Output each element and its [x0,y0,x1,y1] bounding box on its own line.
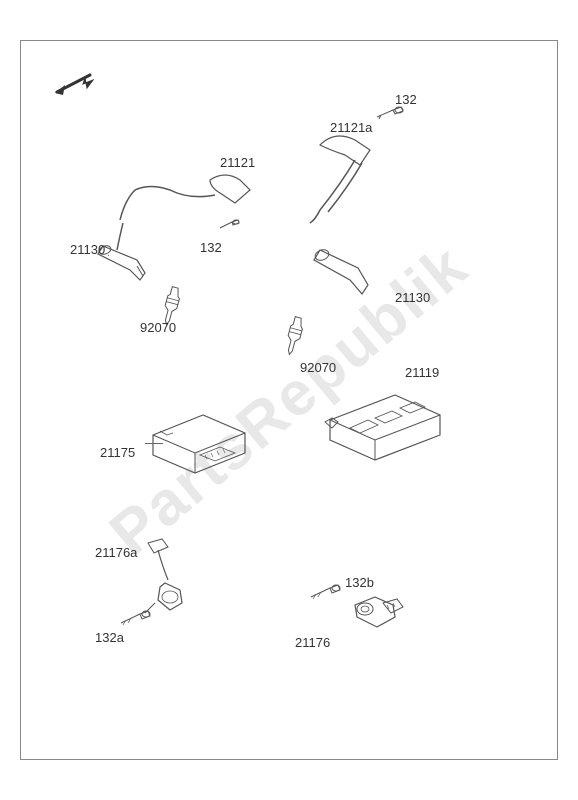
part-label-132a: 132a [95,630,124,645]
part-plug-92070-right [278,315,313,365]
part-sensor-21176 [345,585,410,635]
part-label-92070_2: 92070 [300,360,336,375]
leader-line [108,255,109,256]
part-label-92070: 92070 [140,320,176,335]
part-label-21121a: 21121a [330,120,372,135]
part-label-21176a: 21176a [95,545,137,560]
part-label-21121: 21121 [220,155,255,170]
part-cap-21130-right [310,240,380,305]
part-label-132_2: 132 [200,240,222,255]
part-label-132b: 132b [345,575,374,590]
part-igniter-21119 [320,380,450,465]
diagram-frame [20,40,558,760]
part-bolt-132-top [375,105,405,125]
part-label-132: 132 [395,92,417,107]
part-bolt-132b [308,583,343,605]
leader-line [145,443,163,444]
part-label-21130: 21130 [70,242,105,257]
part-bolt-132-mid [218,218,240,234]
part-label-21119: 21119 [405,365,439,380]
orientation-arrow-icon [55,70,95,100]
part-label-21130_2: 21130 [395,290,430,305]
part-label-21176: 21176 [295,635,330,650]
part-label-21175: 21175 [100,445,135,460]
